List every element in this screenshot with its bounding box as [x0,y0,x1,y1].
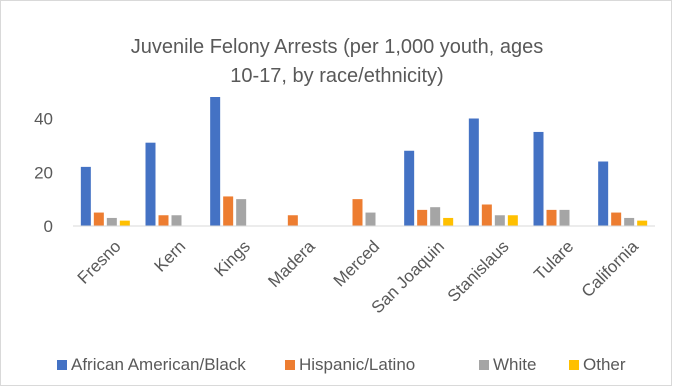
x-tick-label: Madera [264,236,319,291]
bar [80,166,91,226]
bar [171,215,182,226]
chart-title-line-2: 10-17, by race/ethnicity) [230,65,443,87]
legend-swatch [479,360,489,370]
bar [352,199,363,226]
bar [119,220,130,226]
bar [223,196,234,226]
y-tick-label: 0 [44,217,53,236]
legend-label: African American/Black [71,355,246,374]
bar [494,215,505,226]
bar [481,204,492,226]
chart-title-line-1: Juvenile Felony Arrests (per 1,000 youth… [131,36,543,58]
bar [546,209,557,226]
bar [559,209,570,226]
bar [106,217,117,226]
legend: African American/Black Hispanic/Latino Whi… [57,355,626,374]
bar [598,161,609,226]
bar [624,217,635,226]
bar [468,118,479,226]
bar [417,209,428,226]
legend-label: White [493,355,536,374]
bars [80,97,648,226]
x-tick-label: Tulare [530,237,577,284]
bar [507,215,518,226]
legend-swatch [57,360,67,370]
bar [443,217,454,226]
legend-swatch [569,360,579,370]
bar [611,212,622,226]
bar [93,212,104,226]
bar [145,142,156,226]
bar [430,207,441,226]
x-tick-label: Fresno [74,237,125,288]
x-tick-label: Merced [330,237,384,291]
bar [158,215,169,226]
bar [287,215,298,226]
y-tick-label: 20 [34,163,53,182]
chart-title: Juvenile Felony Arrests (per 1,000 youth… [131,36,543,87]
bar [236,199,247,226]
x-tick-label: Kern [150,237,189,276]
bar [365,212,376,226]
x-tick-label: Kings [210,237,254,281]
legend-swatch [285,360,295,370]
legend-label: Other [583,355,626,374]
bar [637,220,648,226]
bar [404,150,415,226]
bar [210,97,221,226]
x-tick-label: California [578,236,643,301]
y-tick-label: 40 [34,110,53,129]
x-tick-label: Stanislaus [444,237,513,306]
bar [533,131,544,226]
legend-label: Hispanic/Latino [299,355,415,374]
y-axis-tick-labels: 0 20 40 [34,110,53,237]
